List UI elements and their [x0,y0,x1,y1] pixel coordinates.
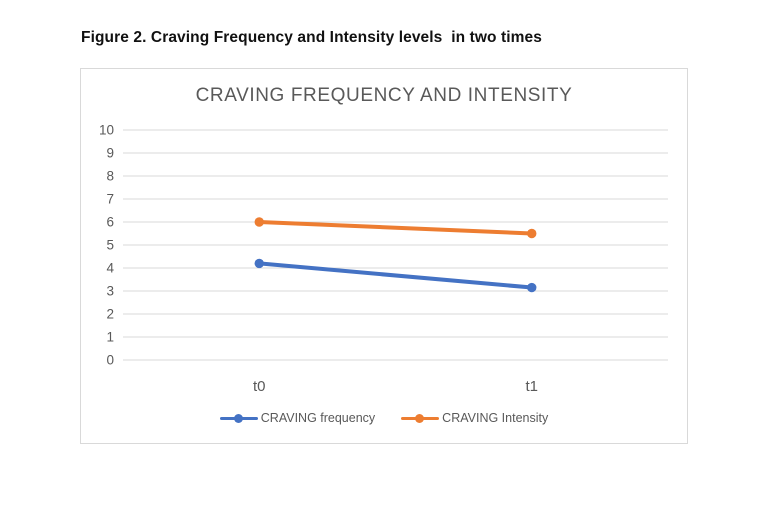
y-axis-tick-label: 5 [106,238,114,253]
legend-marker-dot [233,413,243,423]
y-axis-tick-label: 3 [106,284,114,299]
x-axis-label-t1: t1 [525,378,538,395]
data-point-marker-craving-frequency-t0 [254,258,264,269]
chart-container: CRAVING FREQUENCY AND INTENSITY 0 1 2 3 4 5 6 7… [80,68,688,444]
x-axis-label-t0: t0 [253,378,266,395]
chart-legend: CRAVING frequency CRAVING Intensity [81,405,687,431]
series-line-craving-intensity [257,220,534,236]
y-axis-tick-label: 6 [106,215,114,230]
data-point-marker-craving-intensity-t1 [527,228,537,239]
y-axis-tick-label: 4 [106,261,114,276]
legend-marker-dot [415,413,425,423]
y-axis-tick-label: 1 [106,330,114,345]
figure-caption: Figure 2. Craving Frequency and Intensit… [81,29,542,46]
y-axis-tick-label: 2 [106,307,114,322]
y-axis-tick-label: 9 [106,146,114,161]
y-axis-tick-label: 0 [106,353,114,368]
data-point-marker-craving-intensity-t0 [254,217,264,227]
legend-label: CRAVING frequency [260,411,376,425]
legend-line-marker-swatch [219,413,258,423]
series-line-craving-frequency [257,261,534,290]
data-point-marker-craving-frequency-t1 [527,282,537,293]
legend-item-craving-intensity: CRAVING Intensity [401,411,548,425]
legend-item-craving-frequency: CRAVING frequency [219,411,376,425]
chart-title: CRAVING FREQUENCY AND INTENSITY [195,85,573,106]
legend-line-marker-swatch [401,413,440,423]
legend-label: CRAVING Intensity [442,411,549,425]
y-axis-tick-label: 7 [106,192,114,207]
y-axis-tick-label: 8 [106,169,114,184]
y-axis-tick-label: 10 [99,123,114,138]
line-chart-plot-area: 0 1 2 3 4 5 6 7 8 9 10 t0 t1 [99,123,668,395]
